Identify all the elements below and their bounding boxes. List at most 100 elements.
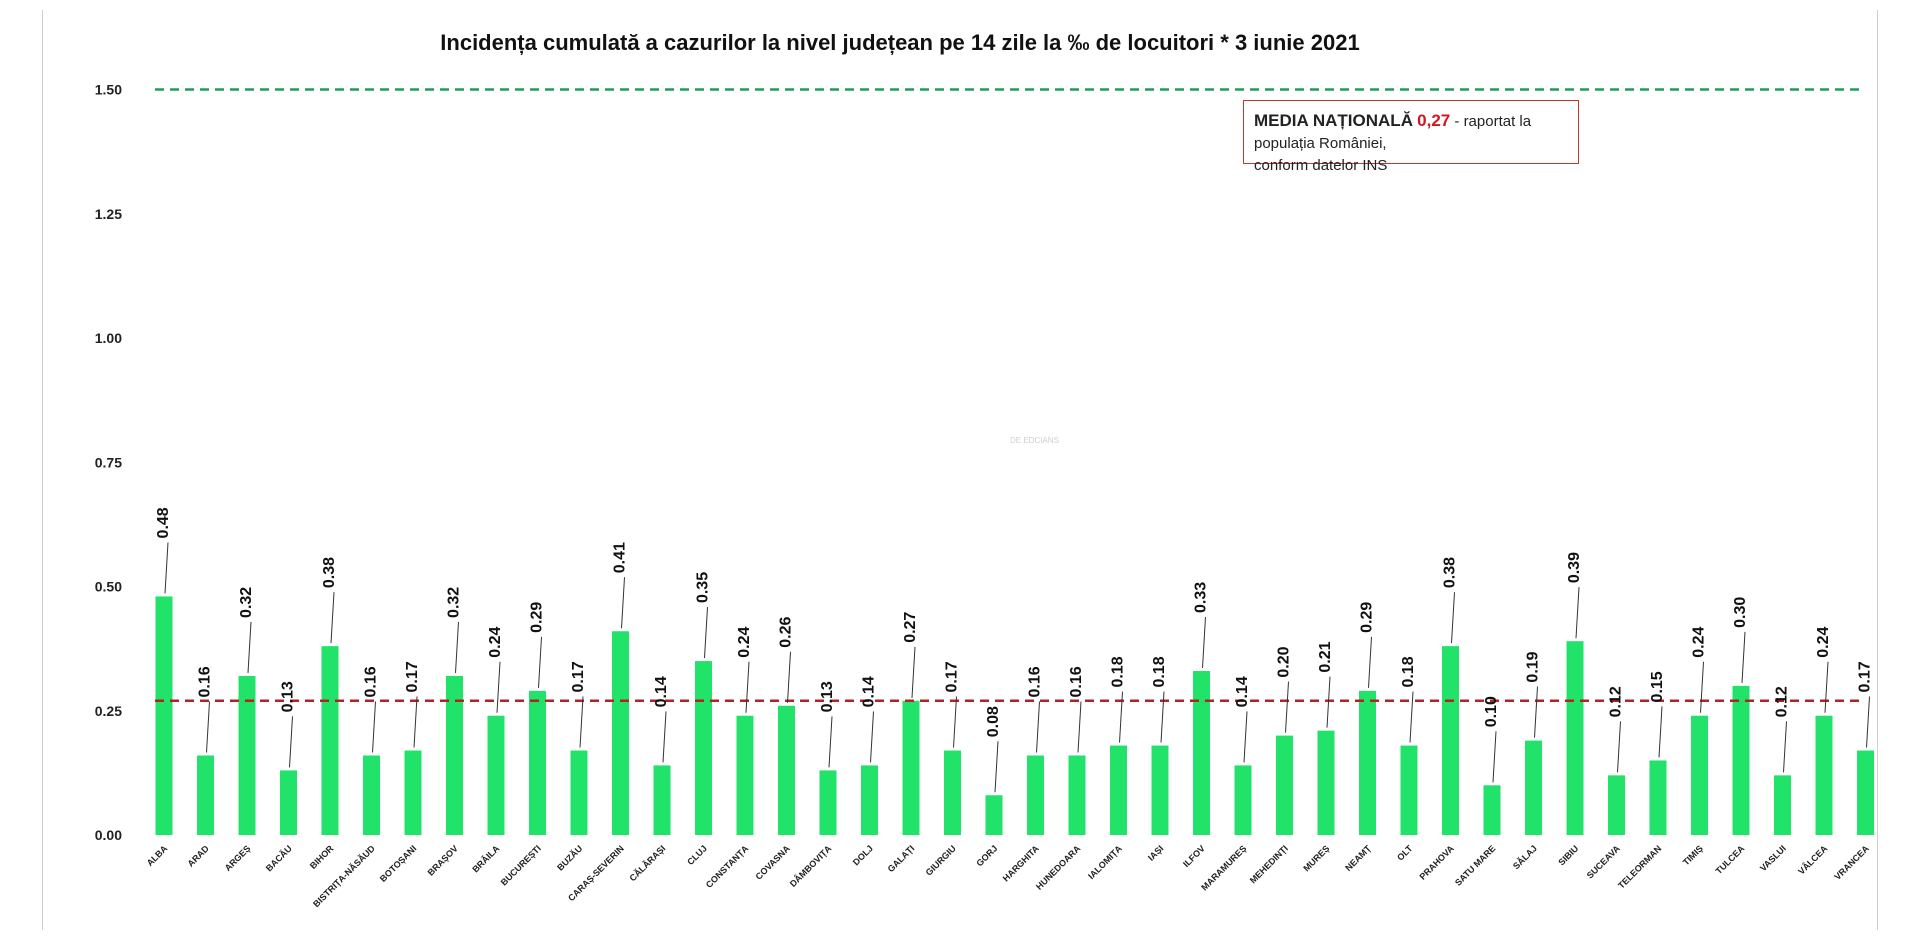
value-leader-line: [330, 592, 335, 644]
value-label: 0.48: [155, 507, 172, 538]
category-label: ARGEȘ: [223, 843, 253, 873]
y-tick-label: 0.00: [95, 827, 122, 843]
value-leader-line: [1575, 587, 1580, 639]
value-leader-line: [1658, 706, 1663, 758]
value-label: 0.19: [1525, 651, 1542, 682]
bar: [612, 631, 629, 835]
category-label: GORJ: [974, 843, 999, 868]
category-label: ALBA: [145, 843, 170, 868]
y-tick-label: 1.00: [95, 330, 122, 346]
bar: [778, 705, 795, 835]
value-label: 0.14: [1234, 676, 1251, 707]
y-tick-label: 0.50: [95, 579, 122, 595]
national-average-note: - raportat la populația României,: [1254, 113, 1532, 152]
value-leader-line: [704, 607, 708, 659]
category-label: MARAMUREȘ: [1199, 843, 1248, 892]
category-label: VÂLCEA: [1795, 842, 1829, 876]
value-label: 0.18: [1151, 656, 1168, 687]
category-label: SUCEAVA: [1585, 843, 1623, 881]
category-label: BRĂILA: [470, 843, 501, 874]
value-label: 0.13: [819, 681, 836, 712]
bar: [321, 646, 339, 835]
value-leader-line: [1492, 731, 1497, 783]
category-label: GIURGIU: [924, 843, 958, 877]
category-label: VASLUI: [1758, 843, 1788, 873]
value-label: 0.24: [736, 626, 753, 657]
bar: [1359, 690, 1376, 835]
category-label: COVASNA: [753, 843, 792, 882]
value-leader-line: [455, 621, 459, 673]
value-leader-line: [1202, 616, 1206, 669]
bar: [570, 750, 588, 835]
bar: [487, 715, 505, 835]
value-label: 0.12: [1774, 686, 1791, 717]
watermark: DE EDCIANS: [1010, 436, 1059, 445]
category-label: MEHEDINȚI: [1248, 843, 1290, 885]
value-label: 0.17: [404, 661, 421, 692]
value-label: 0.15: [1649, 671, 1666, 702]
bar: [1525, 740, 1542, 835]
category-label: ARAD: [185, 843, 211, 869]
value-label: 0.14: [653, 676, 670, 707]
value-leader-line: [1077, 701, 1082, 753]
value-label: 0.08: [985, 706, 1002, 737]
category-label: IAȘI: [1146, 843, 1165, 862]
chart-frame: [42, 10, 1878, 930]
value-leader-line: [1368, 636, 1372, 688]
category-label: CONSTANȚA: [704, 843, 751, 890]
bar: [1234, 765, 1252, 835]
bar: [238, 675, 256, 835]
bar: [985, 795, 1003, 835]
value-label: 0.33: [1193, 582, 1210, 613]
value-leader-line: [870, 711, 874, 763]
bar: [1027, 755, 1044, 835]
bar: [1276, 735, 1293, 835]
bar: [1400, 745, 1418, 835]
value-label: 0.16: [1068, 666, 1085, 697]
bar: [1649, 760, 1667, 835]
category-label: BOTOȘANI: [378, 843, 419, 884]
bar: [1193, 670, 1210, 835]
value-label: 0.24: [487, 626, 504, 657]
value-label: 0.20: [1276, 646, 1293, 677]
bar: [1857, 750, 1874, 835]
bar: [280, 770, 297, 835]
value-leader-line: [164, 542, 169, 594]
value-leader-line: [1160, 691, 1165, 743]
value-label: 0.12: [1608, 686, 1625, 717]
value-label: 0.35: [695, 572, 712, 603]
value-leader-line: [621, 577, 625, 629]
bar: [197, 755, 214, 835]
category-label: SIBIU: [1556, 843, 1580, 867]
value-leader-line: [1741, 631, 1746, 683]
category-label: SATU MARE: [1453, 843, 1497, 887]
category-label: NEAMȚ: [1343, 843, 1373, 873]
bar: [155, 596, 173, 835]
value-label: 0.10: [1483, 696, 1500, 727]
value-leader-line: [1119, 691, 1123, 743]
category-label: TIMIȘ: [1681, 843, 1705, 867]
value-leader-line: [413, 696, 418, 748]
category-label: ILFOV: [1181, 843, 1207, 869]
national-average-source: conform datelor INS: [1254, 157, 1388, 174]
category-label: BRAȘOV: [426, 843, 460, 877]
value-label: 0.26: [778, 617, 795, 648]
category-label: GALAȚI: [886, 843, 917, 874]
bar: [1317, 730, 1335, 835]
bar: [944, 750, 961, 835]
bar: [446, 675, 463, 835]
value-label: 0.17: [1857, 661, 1874, 692]
bar: [736, 715, 754, 835]
value-label: 0.41: [612, 542, 629, 573]
value-leader-line: [1036, 701, 1040, 753]
bar: [404, 750, 422, 835]
value-label: 0.32: [446, 587, 463, 618]
value-label: 0.16: [197, 666, 214, 697]
value-leader-line: [1700, 661, 1704, 713]
bar: [1691, 715, 1708, 835]
value-leader-line: [1866, 696, 1870, 748]
bar: [1151, 745, 1169, 835]
category-label: CLUJ: [685, 843, 709, 867]
bar: [363, 755, 380, 835]
